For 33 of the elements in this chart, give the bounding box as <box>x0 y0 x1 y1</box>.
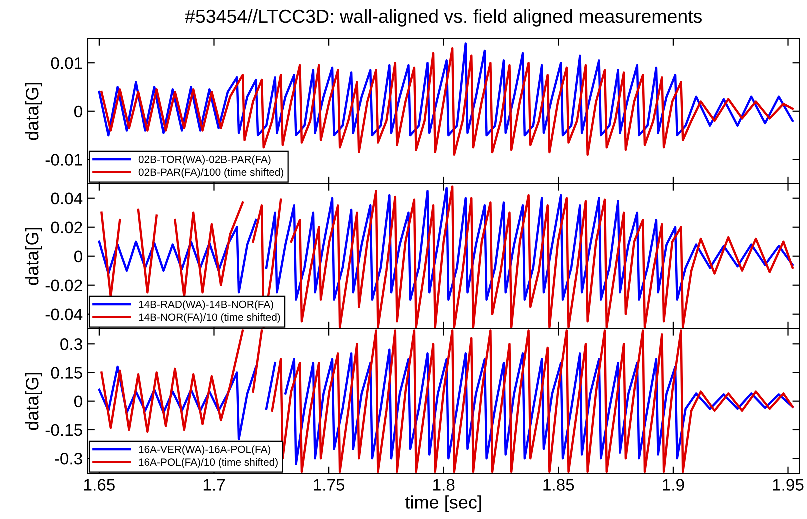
line-series <box>98 42 794 137</box>
y-tick-label: 0 <box>74 396 82 408</box>
x-tick-label: 1.75 <box>314 479 345 491</box>
y-tick-label: -0.04 <box>46 308 83 321</box>
x-tick-label: 1.95 <box>773 479 804 491</box>
chart-title: #53454//LTCC3D: wall-aligned vs. field aligned measurements <box>185 9 702 27</box>
y-tick-label: -0.01 <box>46 154 82 166</box>
legend-label: 16A-POL(FA)/10 (time shifted) <box>139 458 278 468</box>
legend-label: 16A-VER(WA)-16A-POL(FA) <box>139 446 271 456</box>
line-series <box>100 47 794 156</box>
legend-label: 02B-PAR(FA)/100 (time shifted) <box>138 168 284 178</box>
y-axis-title: data[G] <box>26 228 42 286</box>
x-tick-label: 1.9 <box>663 479 684 491</box>
y-tick-label: 0.15 <box>51 367 82 379</box>
x-tick-label: 1.85 <box>544 479 574 491</box>
legend-label: 14B-NOR(FA)/10 (time shifted) <box>139 313 280 324</box>
legend-label: 02B-TOR(WA)-02B-PAR(FA) <box>138 156 271 166</box>
y-tick-label: -0.15 <box>46 424 82 436</box>
y-tick-label: 0 <box>74 106 82 118</box>
y-tick-label: -0.02 <box>46 280 82 292</box>
x-axis-title: time [sec] <box>405 496 482 512</box>
y-axis-title: data[G] <box>26 83 42 140</box>
y-tick-label: -0.3 <box>55 452 82 465</box>
y-axis-title: data[G] <box>26 373 42 430</box>
y-tick-label: 0.3 <box>60 338 82 350</box>
y-tick-label: 0.02 <box>51 222 82 234</box>
x-tick-label: 1.65 <box>84 479 115 491</box>
legend-label: 14B-RAD(WA)-14B-NOR(FA) <box>139 300 274 310</box>
x-tick-label: 1.7 <box>204 479 225 491</box>
y-tick-label: 0 <box>74 250 82 263</box>
y-tick-label: 0.01 <box>51 57 82 70</box>
y-tick-label: 0.04 <box>51 192 83 205</box>
x-tick-label: 1.8 <box>434 479 455 491</box>
